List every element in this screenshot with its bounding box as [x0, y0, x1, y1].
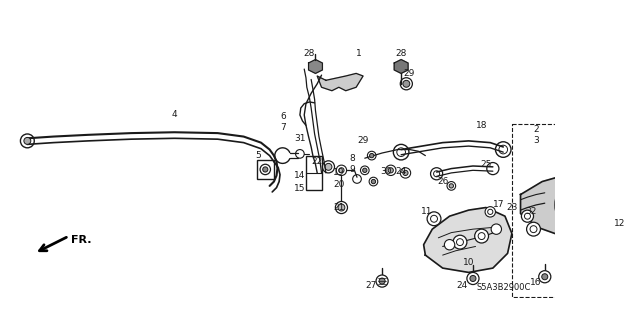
Circle shape — [581, 198, 595, 212]
Circle shape — [24, 137, 31, 145]
Text: 15: 15 — [294, 184, 306, 193]
Circle shape — [611, 224, 621, 234]
Text: 30: 30 — [381, 167, 392, 176]
Circle shape — [491, 224, 502, 234]
Circle shape — [376, 275, 388, 287]
Circle shape — [522, 210, 534, 222]
Polygon shape — [394, 60, 408, 73]
Circle shape — [470, 275, 476, 281]
Polygon shape — [520, 173, 625, 236]
Polygon shape — [424, 208, 512, 272]
Circle shape — [388, 168, 394, 173]
Text: 6: 6 — [280, 112, 286, 121]
Text: 10: 10 — [463, 257, 474, 267]
Text: 29: 29 — [403, 69, 415, 78]
Text: 32: 32 — [525, 207, 536, 216]
Circle shape — [598, 212, 633, 247]
Circle shape — [453, 235, 467, 249]
Text: 31: 31 — [294, 134, 306, 143]
Circle shape — [338, 204, 345, 211]
Text: 27: 27 — [365, 281, 376, 290]
Circle shape — [403, 170, 408, 175]
Text: 21: 21 — [333, 203, 344, 212]
Text: 7: 7 — [280, 123, 286, 132]
Circle shape — [539, 271, 551, 283]
Text: 19: 19 — [333, 168, 344, 177]
Polygon shape — [317, 73, 363, 91]
Circle shape — [325, 163, 332, 170]
Polygon shape — [308, 60, 323, 73]
Text: 14: 14 — [294, 171, 305, 180]
Circle shape — [485, 207, 495, 217]
Circle shape — [369, 153, 374, 158]
Text: 24: 24 — [456, 281, 467, 290]
Bar — [512, 123, 640, 297]
Text: 1: 1 — [356, 49, 362, 58]
Text: 23: 23 — [506, 203, 518, 212]
Text: 2: 2 — [533, 125, 539, 134]
Text: 16: 16 — [531, 278, 542, 287]
Text: 12: 12 — [614, 219, 626, 227]
Bar — [257, 160, 274, 179]
Text: 4: 4 — [172, 110, 177, 119]
Text: 3: 3 — [533, 137, 539, 145]
Circle shape — [475, 229, 488, 243]
Text: 5: 5 — [255, 151, 261, 160]
Circle shape — [555, 172, 621, 238]
Circle shape — [564, 181, 612, 229]
Circle shape — [339, 168, 344, 173]
Circle shape — [262, 167, 268, 172]
Circle shape — [379, 278, 385, 284]
Text: 29: 29 — [357, 137, 369, 145]
Text: 11: 11 — [421, 207, 433, 216]
Circle shape — [449, 184, 454, 188]
Circle shape — [427, 212, 441, 226]
Text: 8: 8 — [350, 154, 356, 163]
Text: 18: 18 — [476, 121, 487, 130]
Circle shape — [541, 274, 548, 280]
Circle shape — [604, 218, 627, 241]
Circle shape — [467, 272, 479, 285]
Circle shape — [574, 191, 602, 219]
Text: S5A3B2900C: S5A3B2900C — [476, 284, 531, 293]
Text: 26: 26 — [437, 177, 449, 186]
Text: FR.: FR. — [70, 234, 91, 245]
Circle shape — [403, 80, 410, 87]
Text: 25: 25 — [480, 160, 492, 169]
Circle shape — [363, 168, 367, 173]
Text: 17: 17 — [493, 200, 505, 210]
Text: 28: 28 — [303, 49, 314, 58]
Text: 9: 9 — [350, 165, 356, 174]
Circle shape — [527, 222, 540, 236]
Text: 20: 20 — [333, 180, 344, 189]
Text: 24: 24 — [396, 167, 407, 176]
Bar — [306, 156, 321, 190]
Circle shape — [444, 240, 455, 250]
Text: 28: 28 — [396, 49, 407, 58]
Circle shape — [371, 179, 376, 184]
Text: 22: 22 — [312, 157, 323, 166]
Text: 13: 13 — [639, 160, 640, 169]
